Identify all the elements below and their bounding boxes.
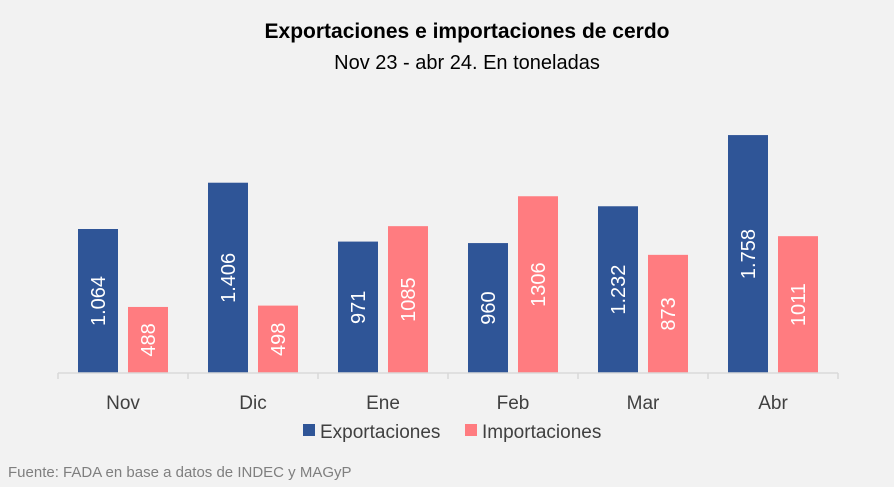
x-tick-label: Nov <box>106 393 140 414</box>
bar-importaciones-abr <box>778 236 818 373</box>
source-note: Fuente: FADA en base a datos de INDEC y … <box>8 464 352 481</box>
bar-exportaciones-abr <box>728 135 768 373</box>
legend-swatch-exportaciones <box>303 424 315 436</box>
bar-exportaciones-feb <box>468 243 508 373</box>
x-tick-label: Mar <box>627 393 660 414</box>
legend-label: Exportaciones <box>320 422 440 443</box>
data-label: 1085 <box>398 277 420 322</box>
bar-importaciones-nov <box>128 306 168 373</box>
data-label: 1.406 <box>218 253 240 303</box>
x-tick-label: Feb <box>497 393 530 414</box>
legend-swatch-importaciones <box>465 424 477 436</box>
data-label: 1.064 <box>88 276 110 326</box>
chart-title: Exportaciones e importaciones de cerdo <box>264 20 670 43</box>
legend-label: Importaciones <box>482 422 601 443</box>
x-tick-label: Abr <box>758 393 788 414</box>
data-label: 971 <box>348 291 370 324</box>
chart-subtitle: Nov 23 - abr 24. En toneladas <box>334 52 600 74</box>
data-label: 488 <box>138 323 160 356</box>
data-label: 1306 <box>528 262 550 307</box>
x-tick-label: Dic <box>239 393 266 414</box>
bar-importaciones-dic <box>258 305 298 373</box>
data-label: 1.232 <box>608 265 630 315</box>
data-label: 1.758 <box>738 229 760 279</box>
bar-exportaciones-mar <box>598 206 638 373</box>
bar-importaciones-mar <box>648 254 688 373</box>
bar-exportaciones-nov <box>78 229 118 373</box>
data-label: 873 <box>658 297 680 330</box>
bar-exportaciones-ene <box>338 241 378 373</box>
data-label: 498 <box>268 323 290 356</box>
bar-importaciones-feb <box>518 196 558 373</box>
bar-importaciones-ene <box>388 226 428 373</box>
bar-exportaciones-dic <box>208 182 248 373</box>
data-label: 1011 <box>788 283 810 326</box>
x-tick-label: Ene <box>366 393 400 414</box>
data-label: 960 <box>478 291 500 324</box>
